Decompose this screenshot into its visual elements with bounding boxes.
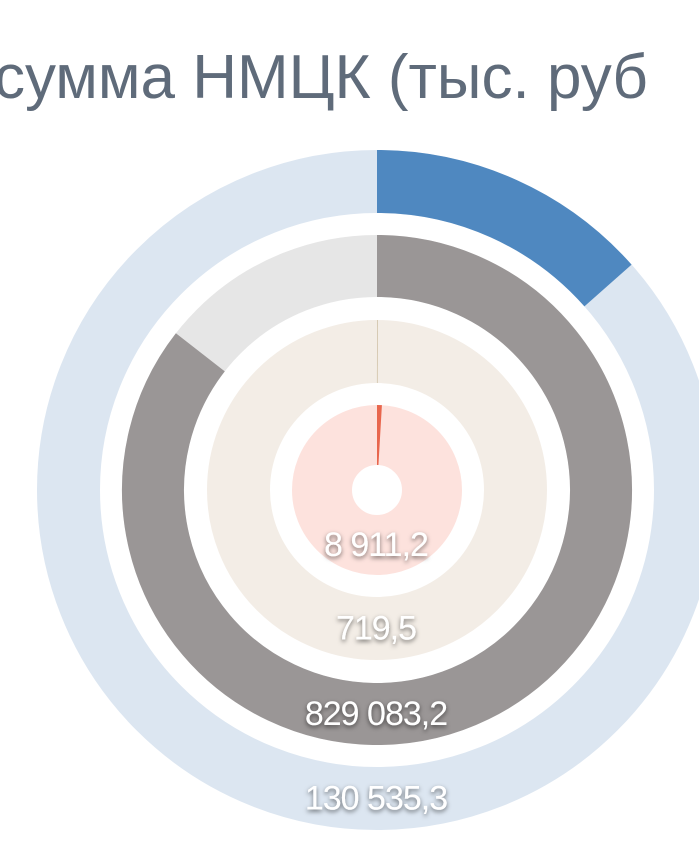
labels: 130 535,3 829 083,2 719,5 8 911,2 — [305, 526, 448, 818]
value-label: 130 535,3 — [305, 779, 447, 817]
value-label: 829 083,2 — [305, 695, 447, 733]
value-label: 8 911,2 — [324, 526, 428, 564]
value-label: 719,5 — [336, 609, 416, 647]
ring-track — [207, 320, 547, 660]
chart-title: сумма НМЦК (тыс. руб — [0, 43, 648, 112]
ring-arc — [122, 235, 632, 745]
ring-arc — [376, 150, 632, 307]
rings — [37, 150, 699, 830]
